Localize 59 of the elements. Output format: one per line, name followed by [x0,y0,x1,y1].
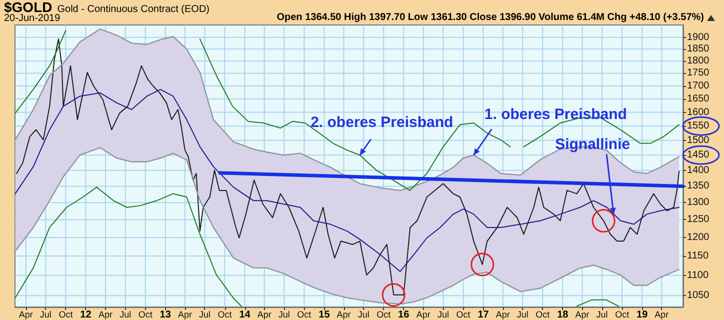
x-tick-label: 17 [478,310,490,320]
x-tick-label: 13 [160,310,172,320]
text: Open 1364.50 High 1397.70 Low 1361.30 Close 1396.90 Volume 61.4M Chg +48.10 (+3.57%) [276,12,704,23]
x-tick-label: Oct [536,310,550,320]
x-tick-label: Jul [198,310,210,320]
y-tick-label: 1250 [687,214,710,226]
y-tick-label: 1650 [687,93,710,104]
annotation: 1. oberes Preisband [484,106,627,124]
y-tick-label: 1750 [687,68,710,79]
x-tick-label: Apr [18,310,33,320]
x-tick-label: Oct [297,310,312,320]
line-series [14,88,680,272]
y-tick-label: 1450 [687,150,710,161]
x-tick-label: Apr [98,310,113,320]
y-tick-label: 1500 [687,134,710,146]
x-tick-label: Apr [416,310,430,320]
x-tick-label: Jul [596,310,608,320]
x-tick-label: 14 [239,310,251,320]
x-tick-label: Apr [336,310,351,320]
x-tick-label: 19 [636,310,648,320]
x-tick-label: Apr [257,310,272,320]
y-tick-label: 1150 [687,250,709,262]
x-tick-label: Apr [654,310,669,320]
x-tick-label: Jul [437,310,449,320]
x-tick-label: Oct [456,310,471,320]
x-tick-label: Jul [278,310,290,320]
x-tick-label: 15 [318,310,330,320]
x-tick-label: 18 [557,310,569,320]
annotation: Signallinie [555,136,630,154]
x-tick-label: Apr [496,310,510,320]
x-tick-label: Apr [575,310,590,320]
y-tick-label: 1200 [687,232,710,244]
y-tick-label: 1100 [687,270,709,281]
y-tick-label: 1600 [687,106,710,118]
y-tick-label: 1300 [687,197,710,208]
x-tick-label: Oct [58,310,74,320]
x-tick-label: Jul [120,310,132,320]
x-tick-label: 12 [80,310,92,320]
y-tick-label: 1850 [687,44,710,55]
y-tick-label: 1700 [687,80,710,92]
y-tick-label: 1400 [687,164,710,176]
x-tick-label: Apr [178,310,192,320]
annotation: 2. oberes Preisband [310,114,454,132]
chart-title: $GOLD [4,0,52,15]
y-tick-label: 1900 [687,32,710,43]
y-tick-label: 1350 [687,180,710,192]
x-tick-label: Oct [376,310,392,320]
y-tick-label: 1550 [687,120,710,132]
x-tick-label: Oct [218,310,232,320]
x-tick-label: Oct [615,310,630,320]
y-tick-label: 1050 [687,290,710,302]
x-tick-label: 16 [398,310,410,320]
x-tick-label: Jul [40,310,52,320]
x-tick-label: Jul [358,310,370,320]
text: 20-Jun-2019 [4,13,60,24]
y-tick-label: 1800 [687,55,710,66]
x-tick-label: Jul [516,310,528,320]
x-tick-label: Oct [138,310,153,320]
chart-subtitle: Gold - Continuous Contract (EOD) [57,4,210,15]
